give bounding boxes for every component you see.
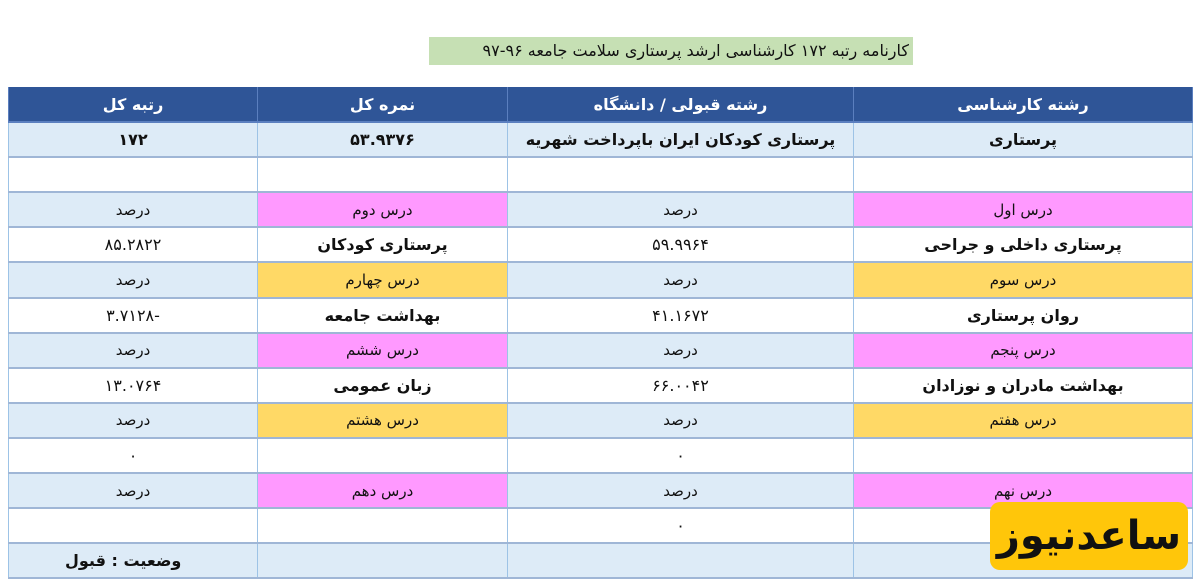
subject-name: بهداشت جامعه (257, 297, 508, 334)
subject-value-row: روان پرستاری ۴۱.۱۶۷۲ بهداشت جامعه -۳.۷۱۲… (8, 297, 1193, 334)
subject-label: درس دهم (257, 473, 508, 510)
subject-label-row: درس نهم درصد درس دهم درصد (8, 473, 1193, 510)
subject-value-row: ۰ ۰ (8, 437, 1193, 475)
results-table: رشته کارشناسی رشته قبولی / دانشگاه نمره … (8, 87, 1193, 580)
subject-percent: ۴۱.۱۶۷۲ (507, 297, 854, 334)
percent-label: درصد (507, 473, 854, 510)
empty-cell (8, 157, 258, 194)
subject-label: درس سوم (853, 262, 1193, 299)
subject-label: درس پنجم (853, 332, 1193, 369)
subject-percent: -۳.۷۱۲۸ (8, 297, 258, 334)
percent-label: درصد (507, 262, 854, 299)
percent-label: درصد (507, 332, 854, 369)
subject-name: پرستاری کودکان (257, 227, 508, 264)
header-row: رشته کارشناسی رشته قبولی / دانشگاه نمره … (8, 87, 1193, 124)
summary-row: پرستاری پرستاری کودکان ایران باپرداخت شه… (8, 122, 1193, 159)
subject-label-row: درس اول درصد درس دوم درصد (8, 192, 1193, 229)
subject-label-row: درس هفتم درصد درس هشتم درصد (8, 402, 1193, 439)
subject-name: زبان عمومی (257, 367, 508, 404)
header-total-rank: رتبه کل (8, 87, 258, 124)
percent-label: درصد (8, 262, 258, 299)
subject-value-row: بهداشت مادران و نوزادان ۶۶.۰۰۴۲ زبان عمو… (8, 367, 1193, 404)
empty-cell (257, 543, 508, 580)
percent-label: درصد (8, 332, 258, 369)
subject-name (257, 437, 508, 475)
empty-row (8, 157, 1193, 194)
percent-label: درصد (8, 473, 258, 510)
subject-label: درس هشتم (257, 402, 508, 439)
header-bachelor-field: رشته کارشناسی (853, 87, 1193, 124)
subject-percent: ۸۵.۲۸۲۲ (8, 227, 258, 264)
subject-name: روان پرستاری (853, 297, 1193, 334)
subject-name: بهداشت مادران و نوزادان (853, 367, 1193, 404)
percent-label: درصد (507, 192, 854, 229)
subject-name: پرستاری داخلی و جراحی (853, 227, 1193, 264)
percent-label: درصد (8, 192, 258, 229)
subject-value-row: پرستاری داخلی و جراحی ۵۹.۹۹۶۴ پرستاری کو… (8, 227, 1193, 264)
subject-label-row: درس سوم درصد درس چهارم درصد (8, 262, 1193, 299)
subject-label: درس دوم (257, 192, 508, 229)
percent-label: درصد (8, 402, 258, 439)
bachelor-field: پرستاری (853, 122, 1193, 159)
total-rank: ۱۷۲ (8, 122, 258, 159)
empty-cell (507, 157, 854, 194)
subject-percent: ۶۶.۰۰۴۲ (507, 367, 854, 404)
subject-percent: ۱۳.۰۷۶۴ (8, 367, 258, 404)
subject-label: درس هفتم (853, 402, 1193, 439)
subject-name (257, 508, 508, 545)
subject-label: درس اول (853, 192, 1193, 229)
header-total-score: نمره کل (257, 87, 508, 124)
status: وضعیت : قبول (8, 543, 258, 580)
subject-percent: ۵۹.۹۹۶۴ (507, 227, 854, 264)
subject-label: درس چهارم (257, 262, 508, 299)
subject-name (853, 437, 1193, 475)
empty-cell (257, 157, 508, 194)
subject-label: درس ششم (257, 332, 508, 369)
watermark-logo: ساعدنیوز (990, 502, 1188, 570)
subject-percent: ۰ (507, 508, 854, 545)
subject-percent: ۰ (8, 437, 258, 475)
empty-cell (507, 543, 854, 580)
accepted-field: پرستاری کودکان ایران باپرداخت شهریه (507, 122, 854, 159)
empty-cell (853, 157, 1193, 194)
percent-label: درصد (507, 402, 854, 439)
subject-percent: ۰ (507, 437, 854, 475)
page-title: کارنامه رتبه ۱۷۲ کارشناسی ارشد پرستاری س… (429, 37, 913, 65)
subject-percent (8, 508, 258, 545)
total-score: ۵۳.۹۳۷۶ (257, 122, 508, 159)
header-accepted-field: رشته قبولی / دانشگاه (507, 87, 854, 124)
subject-label-row: درس پنجم درصد درس ششم درصد (8, 332, 1193, 369)
